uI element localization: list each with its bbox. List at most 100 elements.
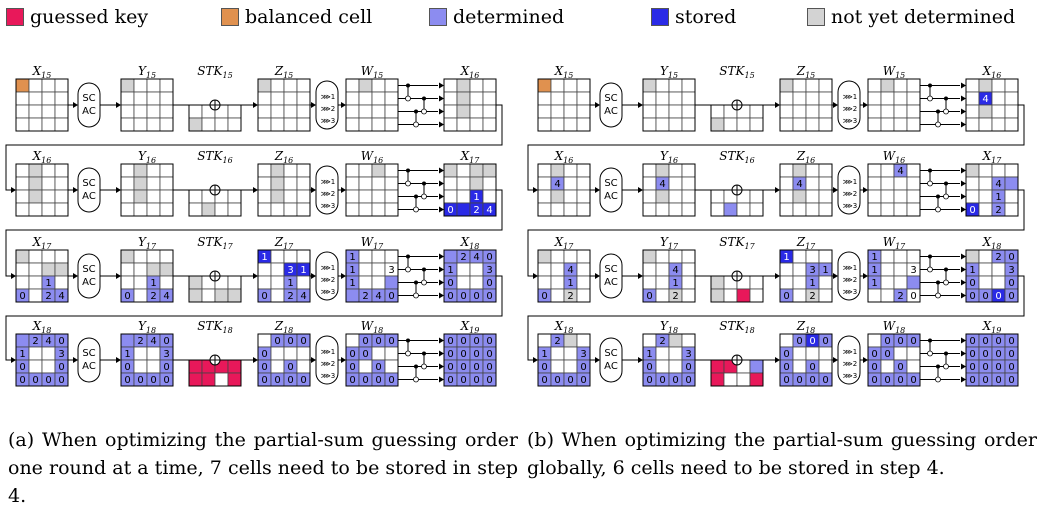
cell-value: 0 [447,291,453,302]
op-label: AC [604,106,618,117]
cell-value: 1 [349,252,355,263]
arrow-head [863,357,868,363]
cell [537,275,552,290]
cell-value: 2 [659,336,665,347]
cell [655,346,670,361]
cell [978,104,993,119]
cell [668,189,683,204]
cell [668,202,683,217]
row-connector [5,104,503,191]
cell-value: 0 [388,375,394,386]
state-grid [779,78,833,132]
cell [668,333,683,348]
cell [710,275,725,290]
arrow-head [439,82,444,89]
cell-value: 0 [124,362,130,373]
mc-dot [944,181,948,186]
cell-value: 4 [995,179,1001,190]
cell-value: 2 [897,291,903,302]
cell [965,78,980,93]
cell [283,91,298,106]
arrow-head [638,102,643,108]
state-grid: 0 0 000 00 0 0 0 [257,333,311,387]
shift-label: ⋙3 [321,202,335,210]
cell [443,176,458,191]
cell [749,104,764,119]
cell [270,275,285,290]
cell-value: 0 [447,336,453,347]
cell [550,249,565,264]
arrow-head [439,193,444,200]
cell-value: 3 [388,265,394,276]
cell-value: 1 [672,278,678,289]
cell [371,163,386,178]
cell [779,78,794,93]
cell [188,202,203,217]
state-grid [120,163,174,217]
cell [710,288,725,303]
cell [792,104,807,119]
cell [880,163,895,178]
cell-value: 0 [375,362,381,373]
shift-label: ⋙3 [321,117,335,125]
cell [28,78,43,93]
cell [681,333,696,348]
cell [655,202,670,217]
cell-value: 0 [486,252,492,263]
cell [283,176,298,191]
mc-xor [927,180,933,187]
cell-value: 4 [796,179,802,190]
arrow-head [253,187,258,193]
op-label: SC [82,264,95,275]
cell [867,202,882,217]
arrow-head [73,357,78,363]
mc-dot [944,351,948,356]
cell-value: 0 [1008,291,1014,302]
cell [880,117,895,132]
cell [283,249,298,264]
row-connector [5,275,503,361]
sc-ac-box [77,82,101,128]
cell [906,117,921,132]
cell-value: 0 [871,375,877,386]
cell [867,78,882,93]
cell [371,117,386,132]
cell [906,249,921,264]
cell [133,104,148,119]
cell-value: 0 [646,291,652,302]
mc-xor [421,193,427,200]
cell [296,249,311,264]
cell [906,189,921,204]
cell [227,117,242,132]
cell [906,346,921,361]
cell [867,163,882,178]
cell [456,176,471,191]
cell [120,91,135,106]
state-grid: 4 [642,163,696,217]
cell [345,117,360,132]
cell [443,91,458,106]
cell [749,202,764,217]
cell [41,262,56,277]
cell-value: 1 [261,252,267,263]
cell [159,91,174,106]
state-label: W18 [361,319,384,335]
cell-value: 4 [672,265,678,276]
state-label: STK17 [719,235,755,251]
state-label: Z15 [796,64,816,80]
mc-xor [935,206,941,213]
state-grid: 0 0 000 00 0 0 0 [779,333,833,387]
cell [880,104,895,119]
cell [120,262,135,277]
cell [227,288,242,303]
cell [120,202,135,217]
mc-dot [928,254,932,259]
state-label: X19 [982,319,1002,335]
state-label: X16 [32,149,52,165]
state-label: Z18 [274,319,294,335]
cell [384,275,399,290]
cell-value: 0 [910,336,916,347]
state-label: X18 [982,235,1002,251]
